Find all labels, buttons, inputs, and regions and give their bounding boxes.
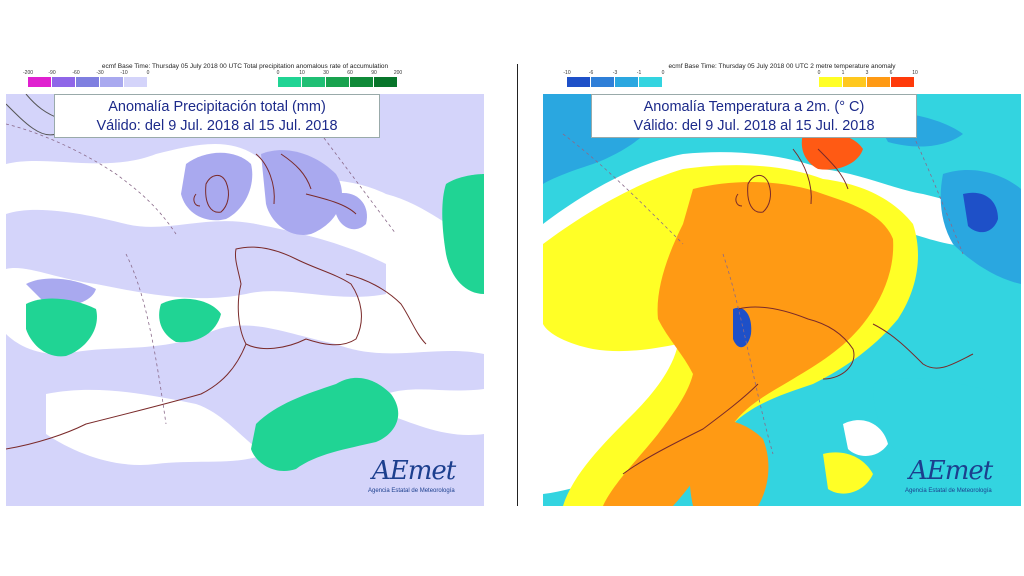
temperature-anomaly-map — [543, 94, 1021, 506]
right-legend-tick: -10 — [563, 70, 571, 76]
left-legend-tick: -60 — [72, 70, 80, 76]
right-negative-swatch — [639, 77, 663, 87]
precipitation-title-box: Anomalía Precipitación total (mm) Válido… — [54, 94, 380, 138]
aemet-subtitle: Agencia Estatal de Meteorología — [905, 488, 992, 494]
right-legend-tick: 6 — [889, 70, 893, 76]
temperature-legend-title: ecmf Base Time: Thursday 05 July 2018 00… — [668, 63, 896, 70]
precipitation-negative-scale — [28, 77, 148, 87]
precipitation-legend: ecmf Base Time: Thursday 05 July 2018 00… — [6, 60, 484, 90]
aemet-logo: AEmet Agencia Estatal de Meteorología — [903, 456, 1015, 500]
right-legend-tick: -3 — [612, 70, 618, 76]
precipitation-title: Anomalía Precipitación total (mm) — [108, 99, 326, 115]
temperature-title-box: Anomalía Temperatura a 2m. (° C) Válido:… — [591, 94, 917, 138]
temperature-legend: ecmf Base Time: Thursday 05 July 2018 00… — [543, 60, 1021, 90]
temperature-anomaly-panel: ecmf Base Time: Thursday 05 July 2018 00… — [543, 60, 1021, 506]
left-negative-swatch — [52, 77, 76, 87]
right-negative-swatch — [591, 77, 615, 87]
temperature-positive-scale — [819, 77, 915, 87]
aemet-wordmark: AEmet — [372, 456, 456, 486]
temperature-negative-scale — [567, 77, 663, 87]
left-legend-tick: 10 — [299, 70, 305, 76]
left-legend-tick: 0 — [276, 70, 280, 76]
right-positive-swatch — [867, 77, 891, 87]
right-negative-swatch — [615, 77, 639, 87]
left-negative-swatch — [124, 77, 148, 87]
left-positive-swatch — [302, 77, 326, 87]
left-negative-swatch — [28, 77, 52, 87]
left-legend-tick: -10 — [120, 70, 128, 76]
left-positive-swatch — [278, 77, 302, 87]
precipitation-positive-scale — [278, 77, 398, 87]
right-legend-tick: 1 — [841, 70, 845, 76]
precipitation-valid-dates: Válido: del 9 Jul. 2018 al 15 Jul. 2018 — [96, 118, 338, 134]
left-positive-swatch — [326, 77, 350, 87]
panel-divider — [517, 64, 518, 506]
left-legend-tick: 200 — [393, 70, 403, 76]
right-legend-tick: 0 — [817, 70, 821, 76]
right-legend-tick: -6 — [588, 70, 594, 76]
right-legend-tick: -1 — [636, 70, 642, 76]
right-positive-swatch — [891, 77, 915, 87]
precipitation-legend-title: ecmf Base Time: Thursday 05 July 2018 00… — [101, 63, 389, 70]
precipitation-anomaly-panel: ecmf Base Time: Thursday 05 July 2018 00… — [6, 60, 484, 506]
right-positive-swatch — [819, 77, 843, 87]
aemet-wordmark: AEmet — [909, 456, 993, 486]
aemet-subtitle: Agencia Estatal de Meteorología — [368, 488, 455, 494]
temperature-title: Anomalía Temperatura a 2m. (° C) — [643, 99, 865, 115]
left-positive-swatch — [374, 77, 398, 87]
left-legend-tick: 60 — [347, 70, 353, 76]
right-legend-tick: 3 — [865, 70, 869, 76]
left-legend-tick: 30 — [323, 70, 329, 76]
temperature-valid-dates: Válido: del 9 Jul. 2018 al 15 Jul. 2018 — [633, 118, 875, 134]
left-legend-tick: -30 — [96, 70, 104, 76]
left-legend-tick: -90 — [48, 70, 56, 76]
left-legend-tick: 90 — [371, 70, 377, 76]
precipitation-anomaly-map — [6, 94, 484, 506]
left-legend-tick: 0 — [146, 70, 150, 76]
right-positive-swatch — [843, 77, 867, 87]
left-negative-swatch — [76, 77, 100, 87]
right-negative-swatch — [567, 77, 591, 87]
left-legend-tick: -200 — [22, 70, 34, 76]
left-positive-swatch — [350, 77, 374, 87]
right-legend-tick: 10 — [912, 70, 918, 76]
right-legend-tick: 0 — [661, 70, 665, 76]
left-negative-swatch — [100, 77, 124, 87]
aemet-logo: AEmet Agencia Estatal de Meteorología — [366, 456, 478, 500]
